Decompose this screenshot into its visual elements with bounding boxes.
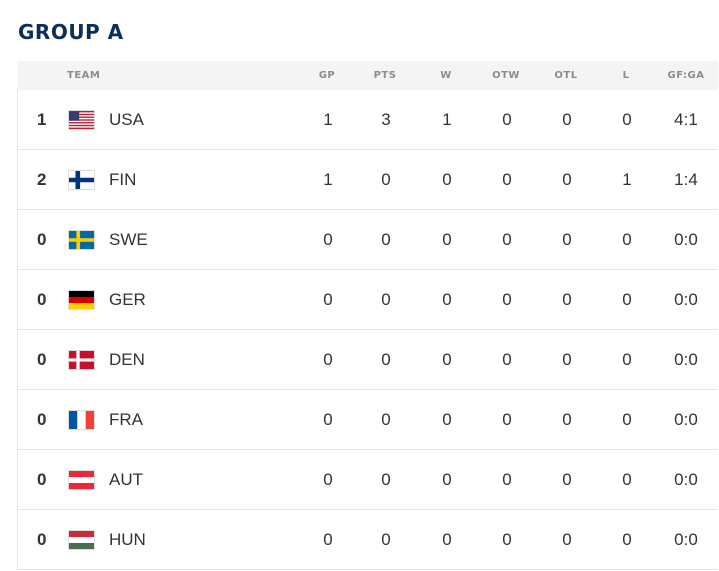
l-value: 0 [622, 350, 632, 369]
otw-value: 0 [502, 110, 512, 129]
table-row[interactable]: 0 DEN 0 0 0 0 0 0 0:0 [17, 330, 718, 390]
pts-value: 0 [381, 290, 391, 309]
header-w: W [440, 70, 452, 81]
w-value: 0 [442, 290, 452, 309]
l-value: 0 [622, 110, 632, 129]
l-value: 0 [622, 470, 632, 489]
group-title: GROUP A [18, 20, 124, 44]
l-value: 0 [622, 410, 632, 429]
l-value: 0 [622, 530, 632, 549]
otl-value: 0 [562, 530, 572, 549]
l-value: 0 [622, 230, 632, 249]
team-name[interactable]: GER [109, 290, 146, 309]
france-flag-icon [68, 410, 95, 430]
table-row[interactable]: 0 GER 0 0 0 0 0 0 0:0 [17, 270, 718, 330]
pts-value: 0 [381, 530, 391, 549]
pts-value: 0 [381, 410, 391, 429]
rank: 2 [37, 170, 47, 189]
team-name[interactable]: FRA [109, 410, 143, 429]
gfga-value: 4:1 [674, 110, 698, 129]
germany-flag-icon [68, 290, 95, 310]
gp-value: 0 [323, 470, 333, 489]
otw-value: 0 [502, 530, 512, 549]
w-value: 0 [442, 530, 452, 549]
header-gp: GP [318, 70, 336, 81]
rank: 0 [37, 410, 47, 429]
w-value: 1 [442, 110, 452, 129]
pts-value: 3 [381, 110, 391, 129]
gfga-value: 0:0 [674, 230, 698, 249]
otw-value: 0 [502, 470, 512, 489]
gfga-value: 0:0 [674, 410, 698, 429]
w-value: 0 [442, 170, 452, 189]
table-row[interactable]: 0 SWE 0 0 0 0 0 0 0:0 [17, 210, 718, 270]
gfga-value: 1:4 [674, 170, 698, 189]
otl-value: 0 [562, 170, 572, 189]
finland-flag-icon [68, 170, 95, 190]
gfga-value: 0:0 [674, 350, 698, 369]
gp-value: 1 [323, 110, 333, 129]
usa-flag-icon [68, 110, 95, 130]
otw-value: 0 [502, 410, 512, 429]
header-otw: OTW [492, 70, 520, 81]
standings-table: TEAM GP PTS W OTW OTL L GF:GA 1 USA 1 3 [17, 61, 718, 570]
header-l: L [622, 70, 630, 81]
w-value: 0 [442, 470, 452, 489]
rank: 0 [37, 350, 47, 369]
header-gfga: GF:GA [667, 70, 705, 81]
pts-value: 0 [381, 350, 391, 369]
gp-value: 0 [323, 410, 333, 429]
hungary-flag-icon [68, 530, 95, 550]
pts-value: 0 [381, 470, 391, 489]
gfga-value: 0:0 [674, 470, 698, 489]
gfga-value: 0:0 [674, 530, 698, 549]
l-value: 0 [622, 290, 632, 309]
rank: 0 [37, 230, 47, 249]
team-name[interactable]: DEN [109, 350, 145, 369]
otl-value: 0 [562, 470, 572, 489]
otl-value: 0 [562, 350, 572, 369]
otl-value: 0 [562, 230, 572, 249]
table-row[interactable]: 2 FIN 1 0 0 0 0 1 1:4 [17, 150, 718, 210]
table-row[interactable]: 0 AUT 0 0 0 0 0 0 0:0 [17, 450, 718, 510]
gp-value: 0 [323, 350, 333, 369]
header-team: TEAM [67, 70, 101, 81]
otw-value: 0 [502, 350, 512, 369]
rank: 0 [37, 470, 47, 489]
otw-value: 0 [502, 290, 512, 309]
table-header-row: TEAM GP PTS W OTW OTL L GF:GA [17, 61, 718, 90]
w-value: 0 [442, 230, 452, 249]
denmark-flag-icon [68, 350, 95, 370]
pts-value: 0 [381, 170, 391, 189]
team-name[interactable]: SWE [109, 230, 148, 249]
otl-value: 0 [562, 290, 572, 309]
header-otl: OTL [554, 70, 578, 81]
gp-value: 0 [323, 230, 333, 249]
team-name[interactable]: AUT [109, 470, 143, 489]
w-value: 0 [442, 350, 452, 369]
team-name[interactable]: HUN [109, 530, 146, 549]
otl-value: 0 [562, 410, 572, 429]
otl-value: 0 [562, 110, 572, 129]
austria-flag-icon [68, 470, 95, 490]
otw-value: 0 [502, 170, 512, 189]
rank: 0 [37, 530, 47, 549]
header-pts: PTS [373, 70, 397, 81]
table-row[interactable]: 1 USA 1 3 1 0 0 0 4:1 [17, 90, 718, 150]
table-row[interactable]: 0 HUN 0 0 0 0 0 0 0:0 [17, 510, 718, 570]
otw-value: 0 [502, 230, 512, 249]
l-value: 1 [622, 170, 632, 189]
rank: 0 [37, 290, 47, 309]
gp-value: 0 [323, 290, 333, 309]
w-value: 0 [442, 410, 452, 429]
table-row[interactable]: 0 FRA 0 0 0 0 0 0 0:0 [17, 390, 718, 450]
team-name[interactable]: USA [109, 110, 144, 129]
gfga-value: 0:0 [674, 290, 698, 309]
team-name[interactable]: FIN [109, 170, 137, 189]
pts-value: 0 [381, 230, 391, 249]
gp-value: 1 [323, 170, 333, 189]
sweden-flag-icon [68, 230, 95, 250]
rank: 1 [37, 110, 47, 129]
gp-value: 0 [323, 530, 333, 549]
